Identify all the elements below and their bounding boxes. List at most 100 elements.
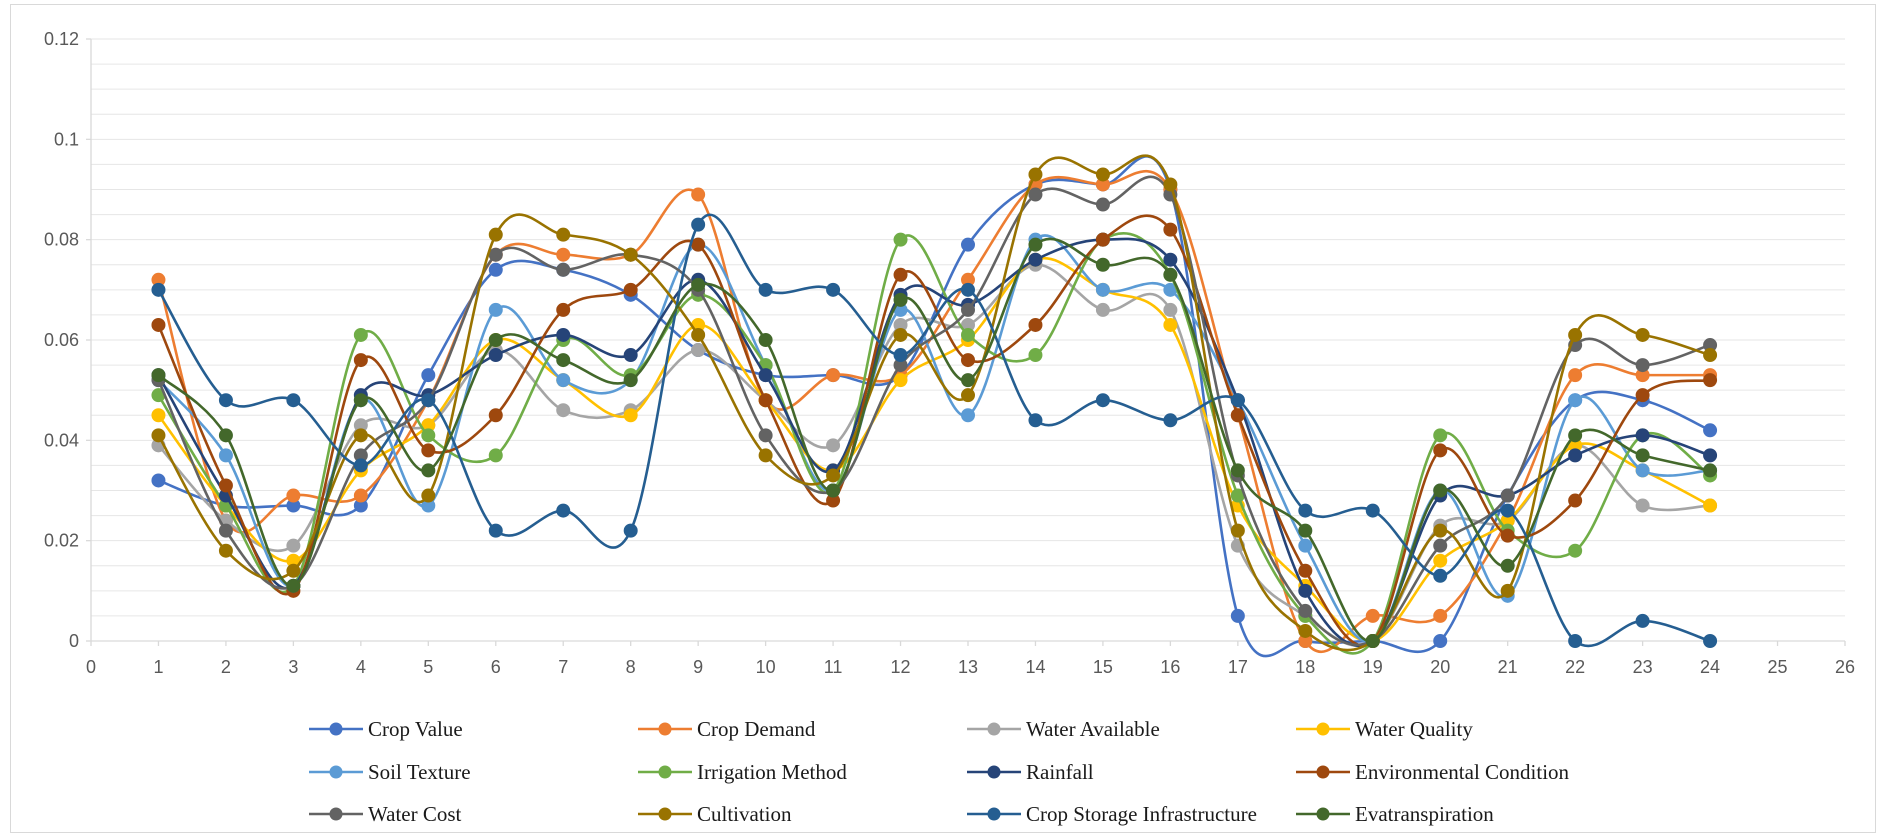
data-point xyxy=(961,353,975,368)
x-tick-label: 3 xyxy=(288,657,298,677)
data-point xyxy=(1568,393,1583,408)
legend-marker xyxy=(658,807,672,821)
data-point xyxy=(893,373,908,388)
data-point xyxy=(421,368,436,383)
x-tick-label: 19 xyxy=(1363,657,1383,677)
data-point xyxy=(218,523,233,538)
legend-label: Crop Storage Infrastructure xyxy=(1026,802,1257,826)
legend-label: Crop Value xyxy=(368,717,463,741)
legend: Crop Value Crop Demand Water Available Wate… xyxy=(309,717,1570,826)
legend-marker xyxy=(329,722,343,736)
legend-item: Soil Texture xyxy=(309,760,471,784)
data-point xyxy=(488,247,503,262)
data-point xyxy=(1703,634,1718,648)
data-point xyxy=(758,393,773,408)
legend-label: Soil Texture xyxy=(368,760,471,784)
data-point xyxy=(1365,503,1380,518)
data-point xyxy=(1095,302,1110,317)
data-point xyxy=(893,267,908,282)
data-point xyxy=(623,282,638,297)
data-point xyxy=(1095,197,1110,212)
data-point xyxy=(488,302,503,317)
legend-marker xyxy=(987,807,1001,821)
legend-label: Environmental Condition xyxy=(1355,760,1570,784)
legend-item: Cultivation xyxy=(638,802,792,826)
x-tick-label: 5 xyxy=(423,657,433,677)
data-point xyxy=(1365,608,1380,623)
data-point xyxy=(961,373,975,388)
legend-item: Crop Storage Infrastructure xyxy=(967,802,1257,826)
legend-item: Crop Value xyxy=(309,717,463,741)
data-point xyxy=(1028,187,1043,202)
legend-label: Rainfall xyxy=(1026,760,1094,784)
x-tick-label: 12 xyxy=(891,657,911,677)
data-point xyxy=(1298,623,1313,638)
series-line xyxy=(157,234,1711,644)
data-point xyxy=(1703,348,1718,363)
data-point xyxy=(1635,388,1650,403)
data-point xyxy=(1635,463,1650,478)
data-point xyxy=(1298,523,1313,538)
legend-marker xyxy=(329,807,343,821)
data-point xyxy=(1365,634,1380,648)
legend-item: Water Available xyxy=(967,717,1160,741)
y-tick-label: 0.06 xyxy=(44,330,79,350)
legend-label: Water Quality xyxy=(1355,717,1473,741)
x-tick-label: 22 xyxy=(1565,657,1585,677)
data-point xyxy=(1433,523,1448,538)
data-point xyxy=(691,277,706,292)
data-point xyxy=(353,428,368,443)
data-point xyxy=(218,448,233,463)
legend-marker xyxy=(1316,722,1330,736)
data-point xyxy=(691,327,706,342)
data-point xyxy=(1163,317,1178,332)
legend-marker xyxy=(1316,807,1330,821)
data-point xyxy=(1230,463,1245,478)
series-line xyxy=(157,169,1711,654)
data-point xyxy=(151,317,166,332)
data-point xyxy=(1433,634,1448,648)
series-environmental-condition xyxy=(151,214,1718,648)
data-point xyxy=(488,408,503,423)
data-point xyxy=(1433,443,1448,458)
series-crop-demand xyxy=(151,169,1718,654)
data-point xyxy=(488,348,503,363)
x-tick-label: 23 xyxy=(1633,657,1653,677)
data-point xyxy=(556,353,571,368)
data-point xyxy=(961,327,975,342)
data-point xyxy=(1703,463,1718,478)
data-point xyxy=(1230,608,1245,623)
legend-item: Irrigation Method xyxy=(638,760,847,784)
data-point xyxy=(218,428,233,443)
data-point xyxy=(1703,423,1718,438)
data-point xyxy=(556,403,571,418)
data-point xyxy=(488,333,503,347)
data-point xyxy=(691,217,706,232)
data-point xyxy=(1095,167,1110,182)
data-point xyxy=(961,408,975,423)
data-point xyxy=(893,292,908,307)
series-cultivation xyxy=(151,154,1718,652)
data-point xyxy=(421,428,436,443)
data-point xyxy=(286,488,301,503)
data-point xyxy=(421,393,436,408)
data-point xyxy=(1163,252,1178,267)
x-tick-label: 15 xyxy=(1093,657,1113,677)
data-point xyxy=(1568,327,1583,342)
data-point xyxy=(488,227,503,242)
x-tick-label: 17 xyxy=(1228,657,1248,677)
data-point xyxy=(1433,553,1448,568)
x-tick-label: 7 xyxy=(558,657,568,677)
data-point xyxy=(893,327,908,342)
data-point xyxy=(758,282,773,297)
data-point xyxy=(691,237,706,252)
data-point xyxy=(1298,563,1313,578)
legend-label: Water Available xyxy=(1026,717,1160,741)
data-point xyxy=(353,458,368,473)
data-point xyxy=(1163,267,1178,282)
x-tick-label: 18 xyxy=(1295,657,1315,677)
data-point xyxy=(1635,498,1650,513)
data-point xyxy=(556,327,571,342)
data-point xyxy=(286,393,301,408)
legend-item: Water Quality xyxy=(1296,717,1473,741)
